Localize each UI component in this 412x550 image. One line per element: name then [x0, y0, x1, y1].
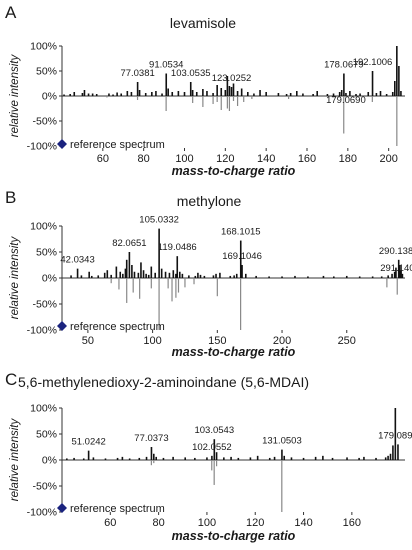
- x-tick-label: 160: [298, 153, 316, 165]
- peak-label: 42.0343: [60, 255, 94, 266]
- peak-label: 102.0552: [192, 442, 232, 453]
- peak-label: 179.0690: [326, 95, 366, 106]
- peak-label: 103.0535: [171, 68, 211, 79]
- y-axis-label: relative intensity: [9, 236, 21, 320]
- x-tick-label: 50: [82, 335, 94, 347]
- y-tick-label: 100%: [30, 403, 57, 415]
- y-axis-label: relative intensity: [9, 54, 21, 138]
- y-tick-label: -100%: [27, 141, 57, 153]
- y-tick-label: 100%: [30, 221, 57, 233]
- peak-label: 105.0332: [139, 215, 179, 226]
- x-tick-label: 140: [294, 517, 312, 529]
- y-axis-label: relative intensity: [9, 418, 21, 502]
- reference-marker: [57, 321, 67, 331]
- x-tick-label: 200: [273, 335, 291, 347]
- y-tick-label: -50%: [32, 481, 57, 493]
- y-tick-label: 50%: [36, 247, 57, 259]
- x-tick-label: 150: [208, 335, 226, 347]
- x-tick-label: 60: [97, 153, 109, 165]
- panel-c-letter: C: [5, 370, 17, 389]
- peak-label: 192.1006: [353, 57, 393, 68]
- panel-a-plot: 100% 50% 0% -50% -100% 60 80 100 120 140 160 180 200…: [9, 41, 405, 178]
- x-tick-label: 80: [138, 153, 150, 165]
- reference-label: reference spectrum: [70, 139, 165, 151]
- peak-label: 131.0503: [262, 436, 302, 447]
- reference-marker: [57, 503, 67, 513]
- reference-label: reference spectrum: [70, 321, 165, 333]
- panel-a: A levamisole 100% 50% 0% -50% -100% 60 80 100 12…: [5, 3, 405, 178]
- peak-label: 77.0381: [120, 68, 154, 79]
- x-tick-label: 160: [343, 517, 361, 529]
- x-axis-label: mass-to-charge ratio: [172, 529, 296, 543]
- peak-label: 169.1046: [222, 251, 262, 262]
- peak-label: 179.0893: [378, 430, 412, 441]
- peak-label: 123.0252: [212, 73, 252, 84]
- panel-a-letter: A: [5, 3, 17, 22]
- panel-c: C 5,6-methylenedioxy-2-aminoindane (5,6-…: [5, 370, 412, 543]
- x-tick-label: 140: [257, 153, 275, 165]
- y-tick-label: 50%: [36, 429, 57, 441]
- panel-b-title: methylone: [177, 193, 242, 209]
- panel-b-plot: 100% 50% 0% -50% -100% 50 100 150 200 250 42.0343 8…: [9, 215, 412, 359]
- peak-label: 290.1380: [379, 246, 412, 257]
- panel-c-plot: 100% 50% 0% -50% -100% 60 80 100 120 140 160 51.024…: [9, 403, 412, 544]
- y-tick-label: 0%: [42, 455, 57, 467]
- peak-label: 91.0534: [149, 60, 183, 71]
- peak-label: 291.1400: [380, 263, 412, 274]
- x-tick-label: 250: [338, 335, 356, 347]
- y-tick-label: 100%: [30, 41, 57, 53]
- reference-label: reference spectrum: [70, 503, 165, 515]
- x-tick-label: 120: [216, 153, 234, 165]
- panel-a-title: levamisole: [170, 15, 236, 31]
- peak-label: 103.0543: [194, 425, 234, 436]
- y-tick-label: -100%: [27, 507, 57, 519]
- peak-label: 82.0651: [112, 238, 146, 249]
- y-tick-label: 0%: [42, 273, 57, 285]
- panel-c-title: 5,6-methylenedioxy-2-aminoindane (5,6-MD…: [18, 374, 309, 390]
- x-tick-label: 100: [198, 517, 216, 529]
- peak-label: 168.1015: [221, 227, 261, 238]
- x-tick-label: 120: [246, 517, 264, 529]
- x-axis-label: mass-to-charge ratio: [172, 345, 296, 359]
- panel-b-letter: B: [5, 188, 16, 207]
- x-axis-label: mass-to-charge ratio: [172, 164, 296, 178]
- y-tick-label: 50%: [36, 66, 57, 78]
- peak-label: 119.0486: [158, 242, 197, 253]
- reference-marker: [57, 139, 67, 149]
- x-tick-label: 180: [339, 153, 357, 165]
- x-tick-label: 60: [104, 517, 116, 529]
- x-tick-label: 80: [152, 517, 164, 529]
- y-tick-label: 0%: [42, 91, 57, 103]
- x-tick-label: 200: [379, 153, 397, 165]
- peak-label: 178.0679: [324, 60, 364, 71]
- x-tick-label: 100: [175, 153, 193, 165]
- panel-b: B methylone 100% 50% 0% -50% -100% 50 100 150 20…: [5, 188, 412, 359]
- y-tick-label: -50%: [32, 299, 57, 311]
- y-tick-label: -100%: [27, 325, 57, 337]
- peak-label: 51.0242: [71, 437, 105, 448]
- x-tick-label: 100: [143, 335, 161, 347]
- y-tick-label: -50%: [32, 116, 57, 128]
- peak-label: 77.0373: [134, 433, 168, 444]
